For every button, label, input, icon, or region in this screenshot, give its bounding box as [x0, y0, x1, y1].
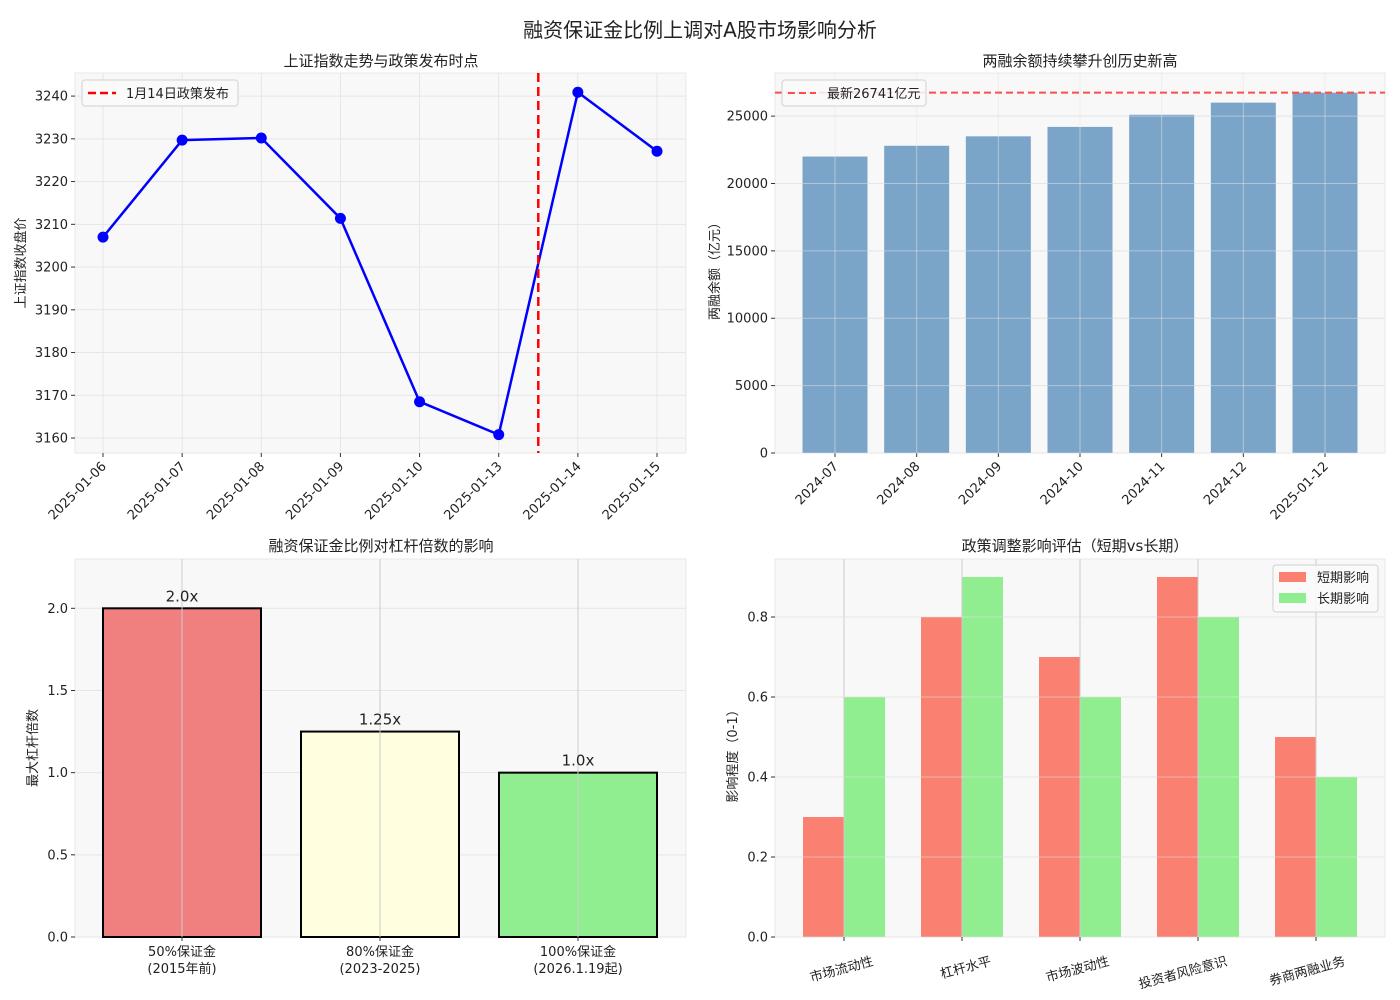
- legend-label: 短期影响: [1317, 570, 1369, 586]
- legend-box: [81, 79, 239, 107]
- y-tick-label: 3200: [35, 261, 68, 276]
- chart-leverage: 融资保证金比例对杠杆倍数的影响 最大杠杆倍数 2.0x 1.25x 1.0x 0.0 0…: [25, 537, 687, 977]
- x-tick-label: 2024-08: [874, 459, 923, 508]
- bar-long-term: [1080, 697, 1121, 937]
- bar-short-term: [1039, 657, 1080, 937]
- y-tick-label: 0: [760, 447, 768, 462]
- bar-value-label: 1.25x: [359, 711, 401, 729]
- data-point: [572, 86, 584, 98]
- y-tick-label: 1.5: [47, 684, 68, 699]
- legend-swatch: [1279, 593, 1306, 603]
- x-tick-label: (2023-2025): [339, 962, 420, 977]
- y-tick-label: 0.2: [747, 851, 768, 866]
- y-tick-label: 3230: [35, 132, 68, 147]
- y-tick-label: 10000: [727, 312, 768, 327]
- x-tick-label: 2025-01-13: [442, 459, 506, 523]
- y-tick-label: 3210: [35, 218, 68, 233]
- x-tick-label: 2024-09: [956, 459, 1005, 508]
- y-tick-label: 3190: [35, 303, 68, 318]
- x-tick-label: 2025-01-06: [46, 459, 110, 523]
- bar-short-term: [1275, 737, 1316, 937]
- y-tick-label: 0.5: [47, 848, 68, 863]
- data-point: [176, 134, 188, 146]
- y-axis-label: 上证指数收盘价: [13, 217, 29, 308]
- data-point: [414, 396, 426, 408]
- y-tick-label: 3180: [35, 346, 68, 361]
- y-tick-label: 3170: [35, 389, 68, 404]
- legend-label: 1月14日政策发布: [126, 86, 229, 102]
- x-tick-label: 80%保证金: [346, 944, 414, 960]
- chart-title: 两融余额持续攀升创历史新高: [982, 52, 1177, 70]
- figure-title: 融资保证金比例上调对A股市场影响分析: [523, 18, 877, 42]
- x-tick-label: 50%保证金: [148, 944, 216, 960]
- bar-short-term: [803, 817, 844, 937]
- x-tick-label: 2025-01-10: [362, 459, 426, 523]
- legend-swatch: [1279, 572, 1306, 582]
- chart-title: 融资保证金比例对杠杆倍数的影响: [268, 537, 493, 555]
- x-tick-label: 投资者风险意识: [1137, 953, 1229, 992]
- x-tick-label: 100%保证金: [540, 944, 616, 960]
- y-tick-label: 0.4: [747, 771, 768, 786]
- y-tick-label: 0.8: [747, 611, 768, 626]
- x-tick-label: 2024-10: [1038, 459, 1087, 508]
- x-tick-label: 券商两融业务: [1268, 953, 1347, 989]
- chart-title: 上证指数走势与政策发布时点: [283, 52, 478, 70]
- plot-area: [74, 72, 687, 454]
- x-tick-label: (2026.1.19起): [533, 962, 622, 977]
- y-tick-label: 2.0: [47, 602, 68, 617]
- bar-short-term: [1157, 577, 1198, 937]
- data-point: [651, 145, 663, 157]
- bar-long-term: [962, 577, 1003, 937]
- legend-label: 长期影响: [1317, 591, 1369, 607]
- y-tick-label: 0.0: [47, 931, 68, 946]
- x-tick-label: 2025-01-07: [125, 459, 189, 523]
- y-tick-label: 3240: [35, 90, 68, 105]
- chart-margin-balance: 两融余额持续攀升创历史新高 两融余额（亿元） 0 5000 10000 15000 20…: [707, 52, 1386, 523]
- chart-impact: 政策调整影响评估（短期vs长期） 影响程度（0-1） 0.0 0.2 0.4 0.6 0…: [725, 537, 1386, 992]
- y-tick-label: 15000: [727, 244, 768, 259]
- y-axis-label: 最大杠杆倍数: [25, 709, 41, 787]
- x-tick-label: 2025-01-09: [283, 459, 347, 523]
- legend-label: 最新26741亿元: [827, 86, 920, 102]
- bar-long-term: [844, 697, 885, 937]
- y-tick-label: 3160: [35, 432, 68, 447]
- data-point: [255, 132, 267, 144]
- data-point: [493, 429, 505, 441]
- x-tick-label: (2015年前): [147, 961, 216, 977]
- data-point: [97, 231, 109, 243]
- y-tick-label: 0.6: [747, 691, 768, 706]
- x-tick-label: 2025-01-15: [600, 459, 664, 523]
- data-point: [334, 212, 346, 224]
- x-tick-label: 2024-07: [793, 459, 842, 508]
- x-tick-label: 市场波动性: [1044, 953, 1111, 985]
- chart-sh-index: 上证指数走势与政策发布时点 上证指数收盘价 3160 3170 3180 3190 32…: [13, 52, 687, 523]
- y-tick-label: 3220: [35, 175, 68, 190]
- x-tick-label: 2024-12: [1201, 459, 1250, 508]
- x-tick-label: 杠杆水平: [939, 953, 993, 982]
- x-tick-label: 市场流动性: [808, 953, 875, 985]
- x-tick-label: 2024-11: [1119, 459, 1168, 508]
- y-tick-label: 5000: [735, 379, 768, 394]
- chart-title: 政策调整影响评估（短期vs长期）: [962, 537, 1189, 555]
- x-tick-label: 2025-01-14: [521, 459, 585, 523]
- y-tick-label: 0.0: [747, 931, 768, 946]
- bar-value-label: 1.0x: [562, 752, 595, 770]
- y-tick-label: 25000: [727, 110, 768, 125]
- x-tick-label: 2025-01-08: [204, 459, 268, 523]
- x-tick-label: 2025-01-12: [1268, 459, 1332, 523]
- y-axis-label: 影响程度（0-1）: [725, 703, 741, 802]
- y-axis-label: 两融余额（亿元）: [707, 216, 723, 320]
- y-tick-label: 1.0: [47, 766, 68, 781]
- legend-box: [781, 79, 927, 107]
- y-tick-label: 20000: [727, 177, 768, 192]
- bar-value-label: 2.0x: [166, 587, 199, 605]
- line-series: [102, 90, 658, 437]
